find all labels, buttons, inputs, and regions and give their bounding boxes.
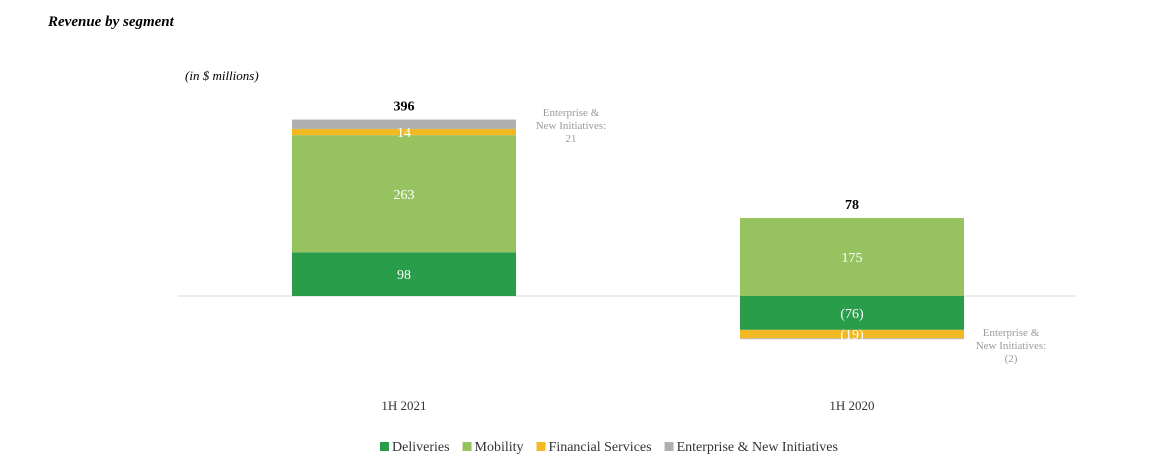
bar-deliveries-1h-2021 (292, 252, 516, 296)
callout-1h-2020-line-1: New Initiatives: (976, 340, 1047, 352)
data-label-mobility-1h-2021: 263 (394, 188, 415, 203)
legend-label-mobility: Mobility (475, 440, 524, 455)
callout-1h-2021-line-0: Enterprise & (543, 107, 600, 119)
callout-1h-2020-line-2: (2) (1005, 353, 1018, 365)
legend-label-financial-services: Financial Services (549, 440, 652, 455)
legend-label-enterprise-new-initiatives: Enterprise & New Initiatives (677, 440, 838, 455)
bar-mobility-1h-2020 (740, 218, 964, 296)
callout-1h-2021-line-1: New Initiatives: (536, 120, 607, 132)
category-label-1h-2020: 1H 2020 (829, 398, 874, 413)
legend-swatch-deliveries (380, 442, 389, 451)
bar-mobility-1h-2021 (292, 135, 516, 253)
legend-swatch-enterprise-new-initiatives (664, 442, 674, 451)
category-label-1h-2021: 1H 2021 (381, 398, 426, 413)
bar-enterprise-new-initiatives-1h-2020 (740, 338, 964, 340)
legend-swatch-mobility (462, 442, 472, 451)
legend-label-deliveries: Deliveries (392, 440, 450, 455)
chart-title: Revenue by segment (48, 14, 174, 30)
total-label-1h-2020: 78 (845, 198, 859, 213)
data-label-financial-services-1h-2020: (19) (840, 328, 864, 343)
unit-label: (in $ millions) (185, 68, 259, 83)
bar-enterprise-new-initiatives-1h-2021 (292, 119, 516, 129)
callout-1h-2020-line-0: Enterprise & (983, 327, 1040, 339)
bar-financial-services-1h-2021 (292, 128, 516, 136)
data-label-deliveries-1h-2020: (76) (840, 307, 864, 322)
data-label-mobility-1h-2020: 175 (842, 251, 863, 266)
bar-deliveries-1h-2020 (740, 296, 964, 330)
total-label-1h-2021: 396 (394, 100, 415, 115)
callout-1h-2021-line-2: 21 (566, 133, 577, 145)
data-label-financial-services-1h-2021: 14 (397, 126, 411, 141)
bar-financial-services-1h-2020 (740, 329, 964, 339)
legend-swatch-financial-services (536, 442, 546, 451)
data-label-deliveries-1h-2021: 98 (397, 268, 411, 283)
